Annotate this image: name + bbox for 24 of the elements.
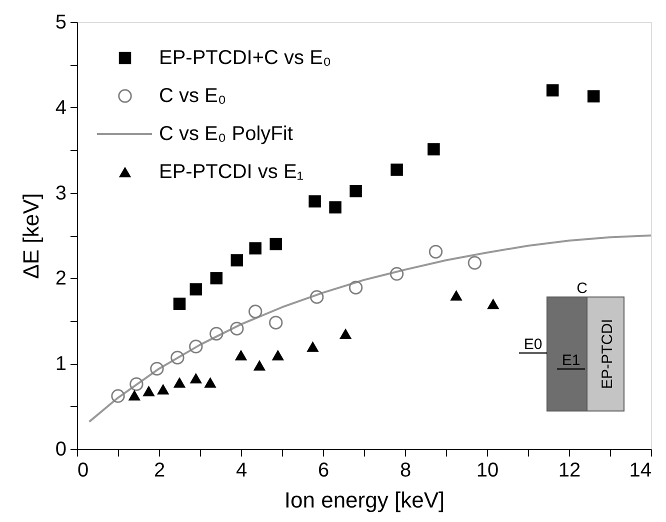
- legend-label: EP-PTCDI vs E₁: [159, 161, 304, 183]
- line-series: [88, 234, 652, 423]
- x-tick-label: 6: [318, 460, 330, 482]
- y-axis-title: ΔE [keV]: [18, 193, 44, 279]
- x-tick-label: 12: [558, 460, 581, 482]
- y-tick-label: 1: [55, 353, 66, 376]
- y-tick-label: 2: [55, 268, 66, 290]
- x-tick-label: 2: [154, 460, 166, 482]
- y-tick-label: 0: [55, 438, 66, 460]
- x-tick-label: 0: [78, 460, 89, 482]
- y-tick-label: 3: [55, 182, 66, 204]
- x-axis-title: Ion energy [keV]: [284, 488, 445, 512]
- legend-label: C vs E₀: [159, 85, 226, 107]
- annotation: C: [576, 280, 588, 297]
- x-tick-label: 14: [629, 460, 652, 482]
- y-tick-label: 5: [55, 12, 66, 34]
- legend-label: EP-PTCDI+C vs E₀: [159, 47, 332, 69]
- x-tick-label: 4: [236, 460, 248, 482]
- x-tick-label: 10: [476, 460, 499, 482]
- annotation: EP-PTCDI: [599, 318, 616, 390]
- x-tick-label: 8: [400, 460, 412, 482]
- legend-label: C vs E₀ PolyFit: [159, 123, 294, 145]
- annotation: E0: [524, 336, 542, 353]
- y-tick-label: 4: [55, 96, 66, 119]
